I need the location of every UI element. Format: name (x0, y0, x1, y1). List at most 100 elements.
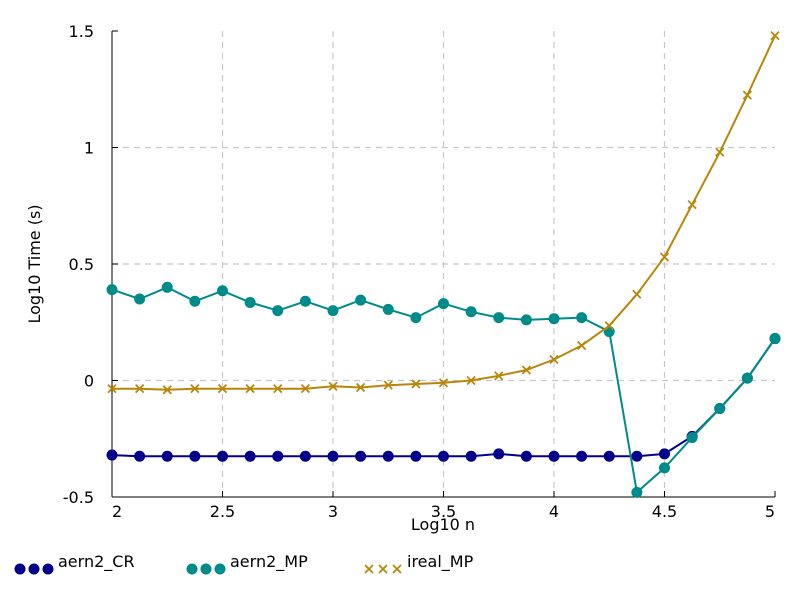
data-point-stroke (576, 340, 587, 351)
data-point (300, 384, 311, 394)
legend-marker-stroke (378, 564, 388, 574)
data-point-stroke (245, 384, 255, 394)
x-tick-label: 2 (112, 502, 122, 521)
y-axis-label: Log10 Time (s) (25, 204, 44, 323)
data-point-stroke (134, 384, 145, 394)
data-point-stroke (521, 365, 532, 375)
data-point (576, 450, 588, 462)
data-point-stroke (273, 384, 283, 394)
data-point-stroke (687, 199, 697, 210)
data-point (411, 379, 421, 389)
data-point-stroke (770, 31, 780, 41)
data-point (410, 450, 422, 462)
data-point (327, 450, 339, 462)
data-point (410, 312, 422, 324)
data-point (631, 450, 643, 462)
data-point (603, 450, 615, 462)
data-point (217, 450, 228, 462)
data-point (161, 281, 173, 293)
data-point (438, 378, 449, 388)
data-point-stroke (632, 289, 642, 299)
data-point (438, 450, 449, 462)
data-point (465, 450, 477, 462)
data-point (520, 450, 532, 462)
data-point (465, 306, 477, 318)
legend-marker (186, 563, 198, 575)
data-point-stroke (411, 379, 421, 389)
data-point-stroke (383, 380, 393, 390)
data-point (382, 303, 394, 315)
x-tick-label: 4 (549, 502, 559, 521)
data-point-stroke (494, 371, 504, 381)
data-point (383, 380, 393, 390)
data-point (106, 449, 118, 461)
y-tick-label: 0 (84, 372, 94, 391)
data-point-stroke (190, 384, 200, 394)
data-point (659, 252, 670, 262)
data-point-stroke (162, 385, 172, 395)
data-point-stroke (217, 384, 228, 394)
data-point (299, 295, 311, 307)
x-tick-label: 4.5 (652, 502, 677, 521)
data-point (770, 31, 780, 41)
data-point (466, 375, 476, 386)
data-point (106, 284, 118, 296)
data-point (604, 321, 614, 331)
data-point (189, 450, 201, 462)
x-tick-label: 5 (765, 502, 775, 521)
data-point (494, 371, 504, 381)
legend-marker (14, 563, 26, 575)
data-point (273, 384, 283, 394)
legend-marker-stroke (392, 564, 402, 574)
series-ireal_MP (107, 31, 780, 395)
series-group (106, 31, 781, 498)
data-point (659, 462, 670, 474)
data-point-stroke (328, 381, 338, 391)
series-aern2_MP (106, 281, 781, 498)
data-point (244, 450, 256, 462)
data-point-stroke (604, 321, 614, 331)
data-point (190, 384, 200, 394)
y-tick-label: 1.5 (69, 22, 94, 41)
data-point (107, 384, 117, 394)
legend-marker (364, 564, 374, 574)
axes (111, 30, 776, 498)
legend: aern2_CR aern2_MP ireal_MP (14, 552, 474, 575)
data-point (355, 294, 367, 306)
data-point (493, 312, 505, 324)
legend-label: aern2_CR (58, 552, 135, 572)
legend-marker-stroke (364, 564, 374, 574)
data-point (549, 354, 559, 365)
legend-label: ireal_MP (407, 552, 474, 572)
data-point (493, 448, 505, 460)
data-point (659, 448, 670, 460)
data-point (355, 382, 366, 393)
y-tick-label: -0.5 (63, 488, 94, 507)
data-point-stroke (715, 147, 725, 157)
data-point-stroke (659, 252, 670, 262)
data-point (521, 365, 532, 375)
data-point (244, 296, 256, 308)
legend-marker (42, 563, 54, 575)
data-point (632, 289, 642, 299)
x-axis-label: Log10 n (411, 515, 475, 534)
data-point (741, 372, 753, 384)
data-point (742, 90, 753, 100)
x-tick-label: 3.5 (431, 502, 456, 521)
data-point (272, 305, 284, 317)
data-point (217, 384, 228, 394)
data-point (355, 450, 367, 462)
data-point (299, 450, 311, 462)
data-point (715, 147, 725, 157)
data-point (382, 450, 394, 462)
data-point (686, 432, 698, 444)
data-point (769, 333, 781, 345)
data-point (134, 293, 146, 305)
legend-marker (214, 563, 226, 575)
data-point (687, 199, 697, 210)
legend-marker (200, 563, 212, 575)
data-point-stroke (742, 90, 753, 100)
y-tick-label: 1 (84, 139, 94, 158)
data-point (134, 450, 146, 462)
